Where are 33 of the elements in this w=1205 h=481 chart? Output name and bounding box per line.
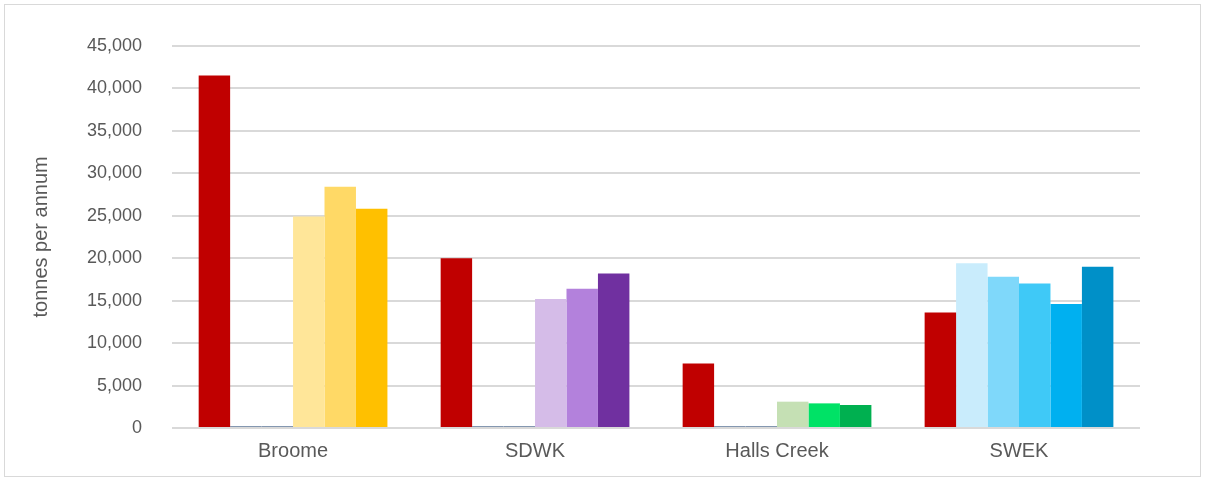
x-tick-label: Halls Creek [725, 438, 830, 461]
bar [808, 403, 840, 427]
bar [566, 288, 598, 427]
y-tick-label: 25,000 [86, 204, 143, 225]
bar [597, 273, 630, 427]
bar [324, 186, 356, 427]
y-tick-label: 35,000 [86, 119, 143, 140]
y-tick-label: 10,000 [86, 332, 143, 353]
y-axis-title: tonnes per annum [28, 156, 51, 318]
x-tick-label: Broome [258, 438, 329, 461]
y-tick-label: 5,000 [97, 374, 143, 395]
bar [1019, 283, 1051, 427]
bar [956, 263, 988, 427]
x-tick-label: SDWK [505, 438, 566, 461]
y-tick-label: 0 [132, 416, 143, 437]
bar [839, 405, 872, 427]
y-tick-label: 45,000 [86, 34, 143, 55]
bar [987, 276, 1020, 427]
bar [1050, 304, 1082, 427]
bar [682, 363, 715, 427]
bar [293, 216, 325, 427]
y-tick-label: 30,000 [86, 162, 143, 183]
bar [1081, 266, 1114, 427]
x-tick-label: SWEK [989, 438, 1050, 461]
bar [440, 258, 473, 427]
y-tick-label: 40,000 [86, 77, 143, 98]
bar [777, 401, 809, 427]
bar [355, 208, 388, 427]
y-tick-label: 20,000 [86, 247, 143, 268]
bar [924, 312, 957, 427]
y-tick-label: 15,000 [86, 289, 143, 310]
bar [198, 75, 231, 427]
bar [535, 298, 567, 427]
